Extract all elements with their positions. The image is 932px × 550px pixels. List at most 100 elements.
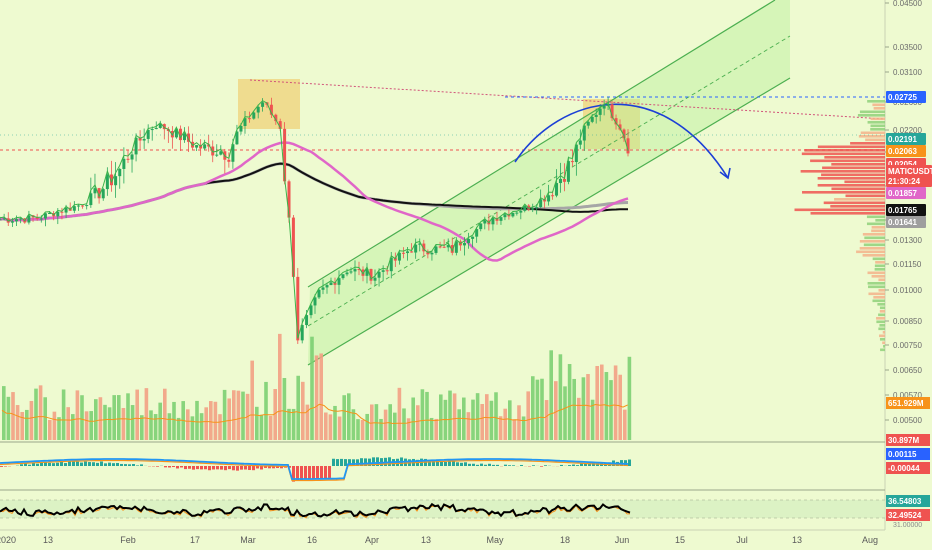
- macd-histogram-bar: [352, 459, 355, 466]
- macd-histogram-bar: [484, 464, 487, 466]
- macd-histogram-bar: [628, 459, 631, 466]
- macd-histogram-bar: [368, 458, 371, 466]
- candle-body: [503, 214, 507, 218]
- candle-body: [118, 168, 122, 177]
- macd-histogram-bar: [356, 459, 359, 466]
- volume-bar: [80, 395, 84, 440]
- volume-bar: [25, 409, 29, 440]
- macd-histogram-bar: [336, 459, 339, 466]
- volume-bar: [264, 381, 268, 440]
- rsi-pane[interactable]: [0, 499, 885, 519]
- macd-histogram-bar: [456, 462, 459, 466]
- volume-profile-bar: [810, 159, 885, 163]
- macd-histogram-bar: [96, 462, 99, 466]
- candle-body: [373, 277, 377, 281]
- candle-body: [138, 137, 142, 141]
- channel-upper-line: [307, 0, 776, 288]
- macd-histogram-bar: [580, 463, 583, 466]
- macd-histogram-bar: [560, 464, 563, 466]
- candle-body: [397, 252, 401, 261]
- macd-histogram-bar: [240, 466, 243, 470]
- drawing-annotations[interactable]: [0, 0, 886, 366]
- time-tick-label: 18: [560, 535, 570, 545]
- macd-histogram-bar: [156, 466, 159, 467]
- candle-body: [101, 189, 105, 199]
- macd-histogram-bar: [40, 462, 43, 466]
- candle-body: [122, 158, 126, 169]
- macd-histogram-bar: [440, 461, 443, 466]
- candle-body: [614, 118, 618, 125]
- highlight-box-march: [238, 79, 300, 129]
- macd-pane[interactable]: [0, 457, 631, 482]
- candle-body: [126, 158, 130, 160]
- volume-profile-bar: [859, 247, 885, 250]
- volume-bar: [126, 393, 130, 440]
- volume-bar: [103, 404, 107, 440]
- candle-body: [215, 154, 219, 156]
- macd-histogram-bar: [228, 466, 231, 470]
- candle-body: [578, 140, 582, 145]
- volume-profile-bar: [879, 324, 885, 327]
- volume-profile-bar: [817, 177, 885, 180]
- candle-body: [385, 270, 389, 272]
- volume-bar: [149, 410, 153, 440]
- macd-histogram-bar: [132, 464, 135, 466]
- main-pane[interactable]: [0, 0, 885, 442]
- macd-histogram-bar: [60, 461, 63, 466]
- price-badge-label: 21:30:24: [888, 177, 921, 186]
- volume-bar: [71, 414, 75, 440]
- volume-badge-label: 651.929M: [888, 399, 924, 408]
- macd-histogram-bar: [256, 466, 259, 469]
- volume-bar: [448, 390, 452, 440]
- volume-bar: [287, 408, 291, 440]
- candle-body: [438, 246, 442, 248]
- macd-histogram-bar: [108, 462, 111, 466]
- volume-bar: [503, 408, 507, 440]
- macd-histogram-bar: [280, 466, 283, 469]
- candle-body: [570, 161, 574, 163]
- macd-histogram-bar: [116, 462, 119, 466]
- volume-bar: [572, 378, 576, 440]
- volume-bar: [333, 405, 337, 440]
- volume-bar: [466, 412, 471, 440]
- candle-body: [325, 285, 329, 288]
- macd-histogram-bar: [216, 466, 219, 470]
- macd-histogram-bar: [532, 465, 535, 466]
- volume-ma-line: [1, 403, 628, 425]
- candle-body: [418, 243, 422, 245]
- macd-histogram-bar: [208, 466, 211, 471]
- candle-body: [535, 207, 539, 209]
- volume-bar: [176, 417, 181, 440]
- volume-bar: [342, 395, 346, 440]
- candle-body: [296, 276, 300, 341]
- volume-profile-bar: [866, 215, 885, 219]
- candle-body: [27, 215, 31, 223]
- candle-body: [130, 154, 134, 160]
- volume-bar: [540, 378, 544, 440]
- candle-body: [72, 206, 76, 211]
- volume-bar: [135, 389, 139, 440]
- candle-body: [475, 229, 479, 237]
- macd-histogram-bar: [200, 466, 203, 470]
- volume-bar: [434, 418, 438, 440]
- macd-histogram-bar: [372, 457, 375, 466]
- volume-badge-label: 30.897M: [888, 436, 919, 445]
- candle-body: [467, 238, 471, 243]
- macd-histogram-bar: [92, 462, 95, 466]
- price-tick-label: 0.00750: [893, 341, 922, 350]
- volume-profile-bar: [871, 229, 885, 233]
- candle-body: [562, 178, 566, 182]
- volume-bar: [563, 386, 567, 440]
- volume-profile-bar: [875, 219, 885, 222]
- volume-bar: [34, 388, 38, 440]
- price-badges: 0.02725 0.02191 0.02063 0.02054MATICUSDT21:…: [886, 91, 932, 529]
- time-axis[interactable]: 2020 13 Feb 17 Mar 16 Apr 13 May 18 Jun 15 Jul 13 Aug: [0, 535, 878, 545]
- candle-body: [602, 105, 606, 109]
- macd-histogram-bar: [504, 464, 507, 466]
- channel-mid-line: [307, 35, 791, 327]
- candle-body: [48, 212, 52, 214]
- macd-histogram-bar: [36, 463, 39, 466]
- candle-body: [239, 126, 243, 132]
- volume-profile-bar: [873, 107, 885, 110]
